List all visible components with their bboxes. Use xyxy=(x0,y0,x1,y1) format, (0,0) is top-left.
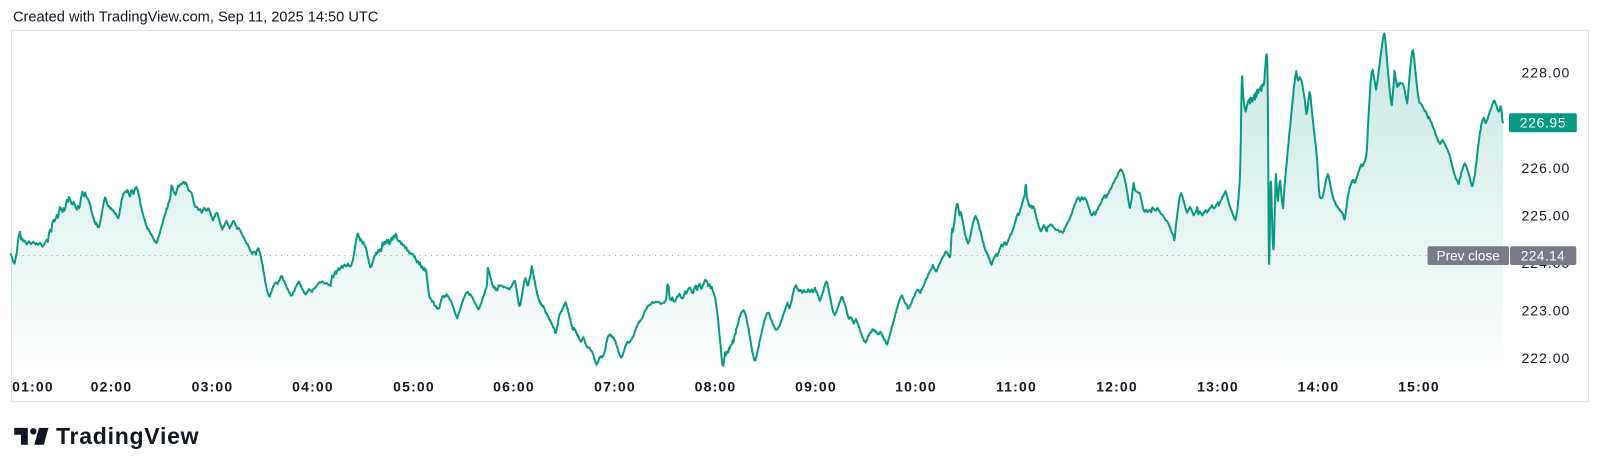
svg-text:10:00: 10:00 xyxy=(895,379,937,395)
svg-text:02:00: 02:00 xyxy=(91,379,133,395)
svg-text:06:00: 06:00 xyxy=(493,379,535,395)
svg-text:03:00: 03:00 xyxy=(192,379,234,395)
svg-text:05:00: 05:00 xyxy=(393,379,435,395)
svg-text:08:00: 08:00 xyxy=(695,379,737,395)
svg-text:225.00: 225.00 xyxy=(1522,207,1571,223)
svg-text:223.00: 223.00 xyxy=(1522,303,1571,319)
svg-text:11:00: 11:00 xyxy=(996,379,1037,395)
svg-text:Prev close: Prev close xyxy=(1437,248,1500,263)
svg-text:TradingView: TradingView xyxy=(56,423,199,449)
svg-text:12:00: 12:00 xyxy=(1096,379,1138,395)
svg-text:13:00: 13:00 xyxy=(1197,379,1239,395)
svg-text:01:00: 01:00 xyxy=(12,379,54,395)
svg-text:222.00: 222.00 xyxy=(1522,350,1571,366)
svg-text:04:00: 04:00 xyxy=(292,379,334,395)
svg-text:226.95: 226.95 xyxy=(1520,115,1566,131)
svg-text:15:00: 15:00 xyxy=(1398,379,1440,395)
svg-text:09:00: 09:00 xyxy=(795,379,837,395)
svg-text:Created with TradingView.com,: Created with TradingView.com, Sep 11, 20… xyxy=(13,10,378,26)
svg-text:14:00: 14:00 xyxy=(1298,379,1340,395)
svg-text:228.00: 228.00 xyxy=(1522,65,1571,81)
svg-text:07:00: 07:00 xyxy=(594,379,636,395)
svg-text:224.14: 224.14 xyxy=(1521,248,1565,263)
svg-text:226.00: 226.00 xyxy=(1522,160,1571,176)
